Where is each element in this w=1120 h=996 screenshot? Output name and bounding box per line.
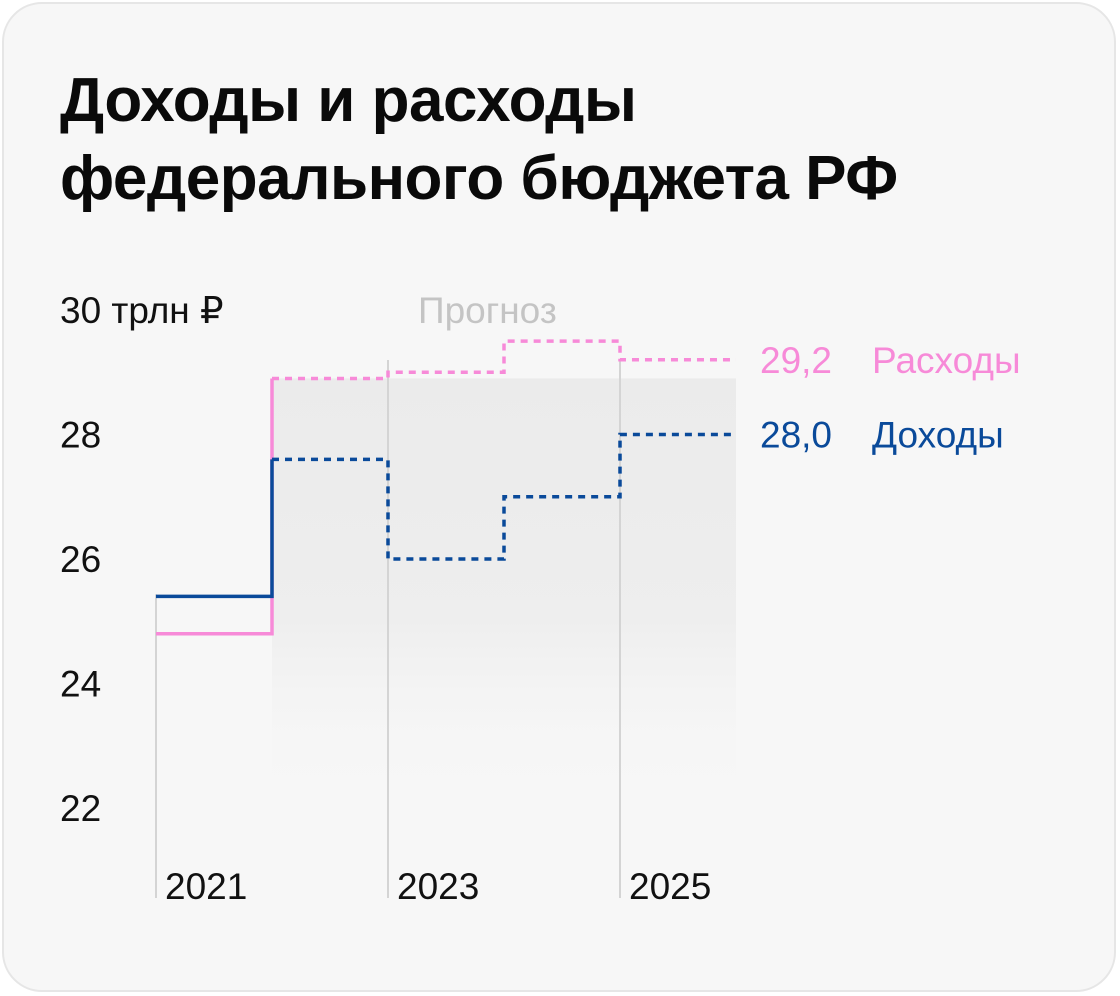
chart-title: Доходы и расходы федерального бюджета РФ [60, 62, 1060, 218]
x-tick-label: 2025 [629, 866, 711, 907]
y-tick-label: 26 [60, 539, 101, 580]
x-tick-label: 2021 [165, 866, 247, 907]
series-line-forecast [272, 432, 736, 561]
y-tick-label: 22 [60, 788, 101, 829]
series-end-value: 28,0 [760, 415, 832, 456]
x-tick-label: 2023 [397, 866, 479, 907]
forecast-band [272, 378, 736, 808]
series-line-forecast [272, 339, 736, 381]
series-end-value: 29,2 [760, 340, 832, 381]
series-line-actual [156, 459, 274, 599]
forecast-label: Прогноз [418, 290, 557, 331]
y-tick-label: 30 трлн ₽ [60, 290, 224, 331]
y-tick-label: 28 [60, 415, 101, 456]
y-tick-label: 24 [60, 664, 101, 705]
title-line-1: Доходы и расходы [60, 66, 637, 135]
title-line-2: федерального бюджета РФ [60, 144, 898, 213]
series-name-label: Расходы [872, 340, 1021, 381]
series-name-label: Доходы [872, 415, 1004, 456]
